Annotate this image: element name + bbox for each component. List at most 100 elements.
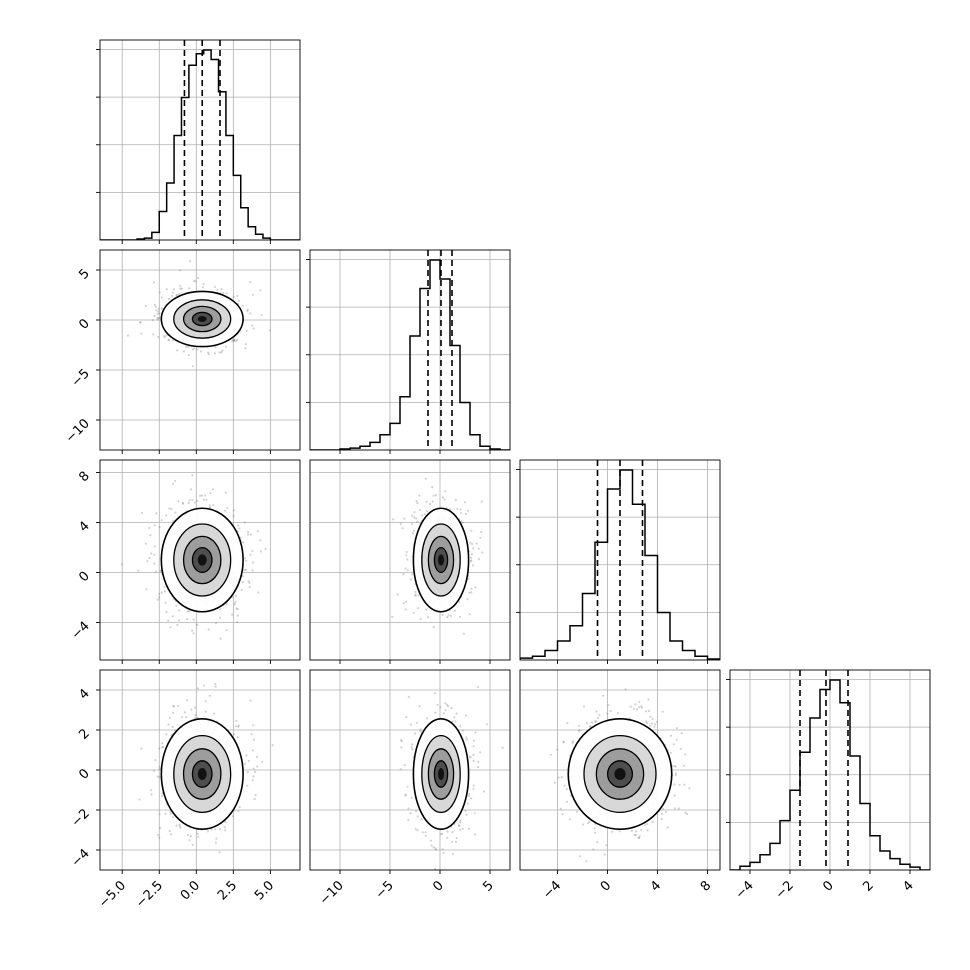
sample-point	[407, 807, 410, 810]
sample-point	[188, 260, 192, 263]
sample-point	[571, 740, 575, 743]
sample-point	[246, 530, 250, 533]
sample-point	[461, 729, 464, 732]
sample-point	[244, 568, 247, 572]
histogram-line	[730, 679, 930, 870]
sample-point	[251, 569, 254, 572]
sample-point	[232, 514, 235, 518]
sample-point	[197, 276, 200, 279]
sample-point	[156, 775, 159, 778]
sample-point	[585, 722, 588, 725]
sample-point	[146, 560, 149, 563]
sample-point	[243, 762, 246, 765]
sample-point	[220, 288, 223, 291]
sample-point	[160, 591, 163, 594]
sample-point	[187, 345, 190, 348]
sample-point	[219, 828, 222, 831]
sample-point	[565, 800, 569, 803]
sample-point	[204, 700, 207, 703]
sample-point	[188, 499, 191, 502]
sample-point	[638, 836, 641, 839]
sample-point	[204, 494, 207, 497]
sample-point	[399, 522, 402, 526]
sample-point	[632, 707, 636, 711]
sample-point	[202, 498, 205, 501]
sample-point	[404, 793, 407, 796]
sample-point	[434, 848, 438, 851]
sample-point	[182, 350, 185, 353]
sample-point	[640, 705, 643, 708]
sample-point	[684, 753, 687, 756]
sample-point	[412, 611, 415, 614]
sample-point	[252, 738, 256, 741]
sample-point	[192, 618, 195, 621]
sample-point	[596, 841, 599, 844]
sample-point	[192, 280, 196, 283]
sample-point	[165, 288, 168, 291]
sample-point	[208, 506, 211, 509]
sample-point	[197, 835, 200, 838]
sample-point	[427, 616, 430, 619]
sample-point	[424, 834, 427, 837]
sample-point	[562, 741, 565, 744]
sample-point	[479, 751, 482, 754]
sample-point	[145, 588, 148, 591]
sample-point	[174, 511, 177, 514]
sample-point	[157, 317, 160, 320]
sample-point	[138, 798, 141, 801]
sample-point	[590, 721, 594, 724]
x-tick-label: 2.5	[215, 878, 240, 903]
sample-point	[224, 509, 227, 512]
sample-point	[159, 876, 161, 878]
sample-point	[176, 349, 179, 352]
y-tick-label: 8	[76, 469, 92, 485]
sample-point	[236, 608, 239, 611]
sample-point	[415, 810, 418, 813]
sample-point	[646, 722, 649, 725]
histogram-panel-2	[516, 459, 721, 664]
sample-point	[261, 760, 264, 763]
sample-point	[465, 714, 468, 717]
sample-point	[213, 712, 216, 715]
sample-point	[409, 578, 412, 581]
sample-point	[454, 840, 457, 844]
sample-point	[413, 516, 416, 519]
sample-point	[434, 847, 437, 850]
y-tick-label: 2	[76, 726, 92, 742]
sample-point	[165, 733, 168, 736]
sample-point	[233, 603, 236, 606]
sample-point	[411, 514, 414, 517]
sample-point	[674, 772, 678, 775]
sample-point	[191, 474, 194, 477]
sample-point	[400, 740, 403, 743]
sample-point	[248, 581, 251, 584]
sample-point	[473, 833, 476, 836]
sample-point	[156, 598, 159, 601]
sample-point	[412, 529, 415, 532]
sample-point	[137, 569, 140, 572]
sample-point	[458, 824, 461, 828]
sample-point	[640, 828, 643, 831]
sample-point	[675, 727, 679, 730]
sample-point	[418, 494, 421, 497]
sample-point	[415, 500, 418, 503]
sample-point	[682, 764, 685, 767]
scatter-panel-2-1	[309, 459, 511, 664]
sample-point	[192, 632, 195, 635]
sample-point	[251, 779, 254, 782]
sample-point	[245, 329, 248, 332]
sample-point	[454, 609, 457, 612]
sample-point	[271, 744, 274, 747]
sample-point	[410, 746, 413, 749]
sample-point	[150, 793, 153, 796]
sample-point	[259, 550, 262, 553]
sample-point	[481, 551, 484, 554]
sample-point	[593, 827, 596, 830]
sample-point	[457, 824, 461, 827]
sample-point	[260, 313, 263, 317]
sample-point	[158, 596, 161, 599]
sample-point	[238, 806, 241, 809]
sample-point	[410, 796, 413, 799]
y-tick-label: −5	[69, 366, 93, 390]
histogram-line	[100, 49, 300, 240]
